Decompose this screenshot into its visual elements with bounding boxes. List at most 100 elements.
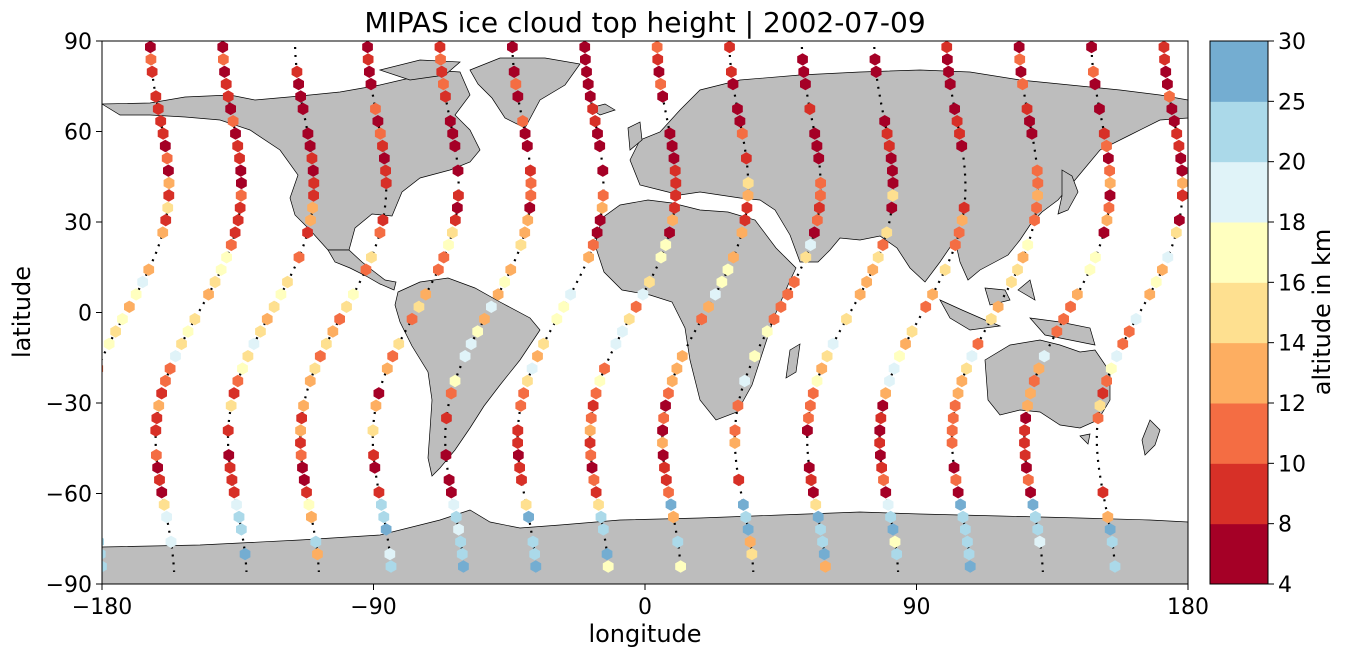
cloud-top-marker (117, 312, 128, 326)
cloud-top-marker (887, 176, 899, 190)
cloud-top-marker (455, 535, 466, 548)
cloud-top-marker (887, 189, 899, 202)
cloud-top-marker (954, 127, 965, 140)
cloud-top-marker (584, 424, 596, 437)
cloud-top-marker (380, 176, 392, 190)
cloud-top-marker (1162, 251, 1174, 264)
cloud-top-marker (1025, 387, 1036, 400)
cloud-top-marker (362, 53, 374, 66)
cloud-top-marker (655, 77, 666, 91)
cloud-top-marker (1166, 102, 1178, 116)
cloud-top-marker (1065, 300, 1076, 313)
colorbar-segment (1210, 282, 1268, 344)
cloud-top-marker (1111, 350, 1123, 363)
cloud-top-marker (443, 238, 454, 252)
colorbar-tick-label: 30 (1278, 30, 1306, 55)
cloud-top-marker (657, 424, 668, 437)
cloud-top-marker (854, 288, 866, 301)
cloud-top-marker (696, 312, 707, 326)
cloud-top-marker (949, 399, 961, 412)
cloud-top-marker (594, 139, 606, 153)
cloud-top-marker (384, 547, 396, 561)
cloud-top-marker (153, 399, 165, 412)
cloud-top-marker (230, 127, 241, 140)
cloud-top-marker (374, 127, 386, 140)
cloud-top-marker (309, 362, 321, 375)
cloud-top-marker (809, 226, 820, 239)
cloud-top-marker (160, 374, 171, 388)
cloud-top-marker (1019, 436, 1030, 449)
map-plot-area (101, 40, 1189, 585)
y-tick-label: 30 (64, 211, 92, 236)
chart-title: MIPAS ice cloud top height | 2002-07-09 (364, 6, 925, 39)
cloud-top-marker (947, 411, 959, 425)
cloud-top-marker (150, 424, 162, 437)
cloud-top-marker (458, 560, 469, 573)
colorbar-segment (1210, 403, 1268, 464)
cloud-top-marker (302, 226, 313, 239)
cloud-top-marker (657, 90, 668, 103)
colorbar-tick-label: 12 (1278, 392, 1306, 417)
cloud-top-marker (815, 523, 826, 536)
cloud-top-marker (676, 350, 688, 363)
cloud-top-marker (1097, 387, 1109, 400)
cloud-top-marker (920, 300, 932, 313)
cloud-top-marker (306, 510, 317, 524)
cloud-top-marker (746, 547, 758, 561)
cloud-top-marker (728, 251, 739, 264)
cloud-top-marker (782, 288, 794, 301)
cloud-top-marker (1031, 201, 1042, 214)
cloud-top-marker (589, 115, 601, 128)
cloud-top-marker (225, 399, 237, 412)
cloud-top-marker (876, 461, 887, 474)
cloud-top-marker (1058, 312, 1069, 326)
cloud-top-marker (551, 312, 563, 326)
cloud-top-marker (1177, 176, 1188, 190)
cloud-top-marker (189, 312, 201, 326)
cloud-top-marker (1019, 449, 1031, 462)
cloud-top-marker (295, 424, 306, 437)
cloud-top-marker (1084, 263, 1096, 276)
cloud-top-marker (660, 238, 672, 252)
cloud-top-marker (610, 337, 622, 351)
cloud-top-marker (530, 560, 542, 573)
cloud-top-marker (526, 362, 538, 375)
cloud-top-marker (293, 77, 304, 91)
cloud-top-marker (519, 226, 531, 239)
cloud-top-marker (232, 214, 244, 227)
cloud-top-marker (150, 90, 162, 103)
cloud-top-marker (160, 214, 172, 227)
cloud-top-marker (525, 164, 536, 177)
cloud-top-marker (1030, 510, 1041, 524)
cloud-top-marker (587, 238, 599, 252)
cloud-top-marker (1032, 523, 1044, 536)
cloud-top-marker (1160, 65, 1172, 78)
cloud-top-marker (366, 251, 377, 264)
y-tick-label: 60 (64, 121, 92, 146)
x-tick-label: −90 (350, 595, 396, 620)
cloud-top-marker (660, 399, 671, 412)
cloud-top-marker (103, 337, 115, 351)
antarctica-land (102, 509, 1188, 584)
cloud-top-marker (739, 374, 750, 388)
japan-land (1057, 169, 1079, 215)
colorbar-tick-label: 18 (1278, 211, 1306, 236)
y-tick-label: −90 (46, 573, 92, 598)
cloud-top-marker (297, 461, 308, 474)
cloud-top-marker (956, 214, 968, 227)
cloud-top-marker (367, 424, 379, 437)
cloud-top-marker (727, 77, 739, 91)
cloud-top-marker (146, 65, 158, 78)
cloud-top-marker (592, 127, 603, 140)
cloud-top-marker (452, 201, 463, 214)
cloud-top-marker (377, 214, 389, 227)
cloud-top-marker (1014, 53, 1026, 66)
cloud-top-marker (637, 288, 649, 301)
cloud-top-marker (952, 387, 964, 400)
cloud-top-marker (775, 300, 787, 313)
madagascar-land (785, 343, 801, 379)
cloud-top-marker (821, 350, 833, 363)
cloud-top-marker (738, 498, 749, 511)
cloud-top-marker (137, 275, 148, 289)
